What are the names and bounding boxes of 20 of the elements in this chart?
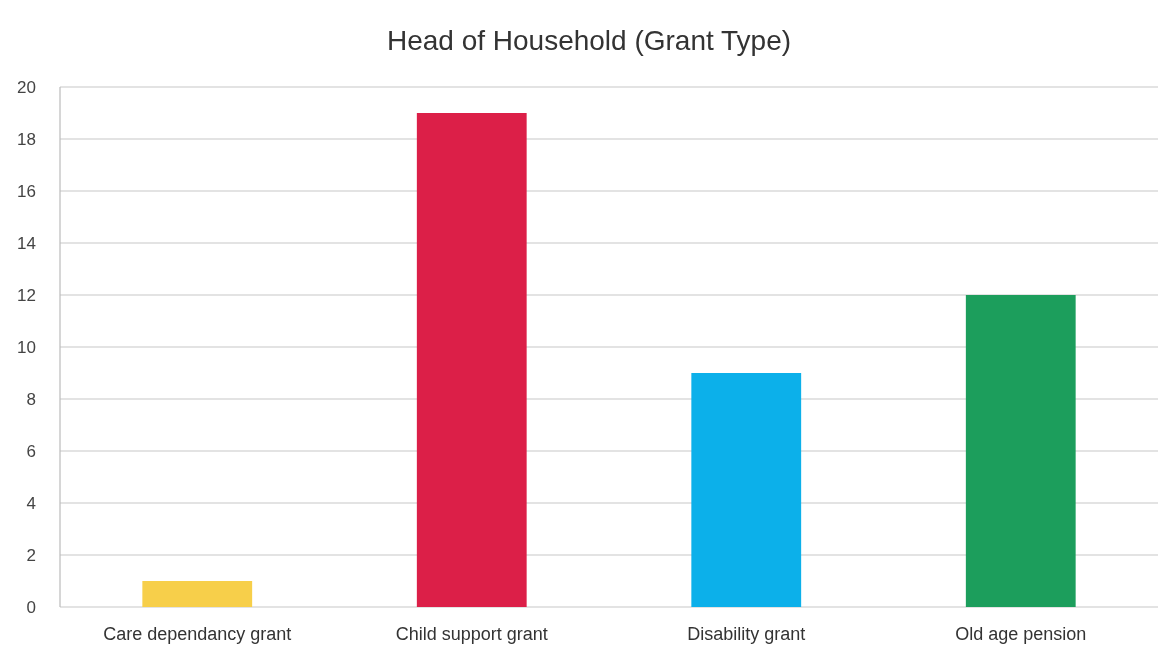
bar (691, 373, 802, 607)
bar (416, 113, 527, 607)
y-tick-label: 4 (26, 493, 36, 513)
y-tick-label: 10 (17, 337, 36, 357)
y-tick-label: 16 (17, 181, 36, 201)
y-tick-label: 18 (17, 129, 36, 149)
y-tick-label: 14 (17, 233, 36, 253)
bar (142, 581, 253, 607)
x-tick-label: Old age pension (955, 624, 1087, 644)
y-tick-label: 20 (17, 77, 36, 97)
y-tick-label: 2 (26, 545, 36, 565)
x-tick-label: Child support grant (395, 624, 548, 644)
chart-title: Head of Household (Grant Type) (386, 25, 792, 56)
y-tick-label: 0 (26, 597, 36, 617)
y-tick-label: 8 (26, 389, 36, 409)
y-tick-label: 6 (26, 441, 36, 461)
x-tick-label: Care dependancy grant (103, 624, 292, 644)
bar (965, 295, 1076, 607)
y-tick-label: 12 (17, 285, 36, 305)
x-tick-label: Disability grant (687, 624, 806, 644)
